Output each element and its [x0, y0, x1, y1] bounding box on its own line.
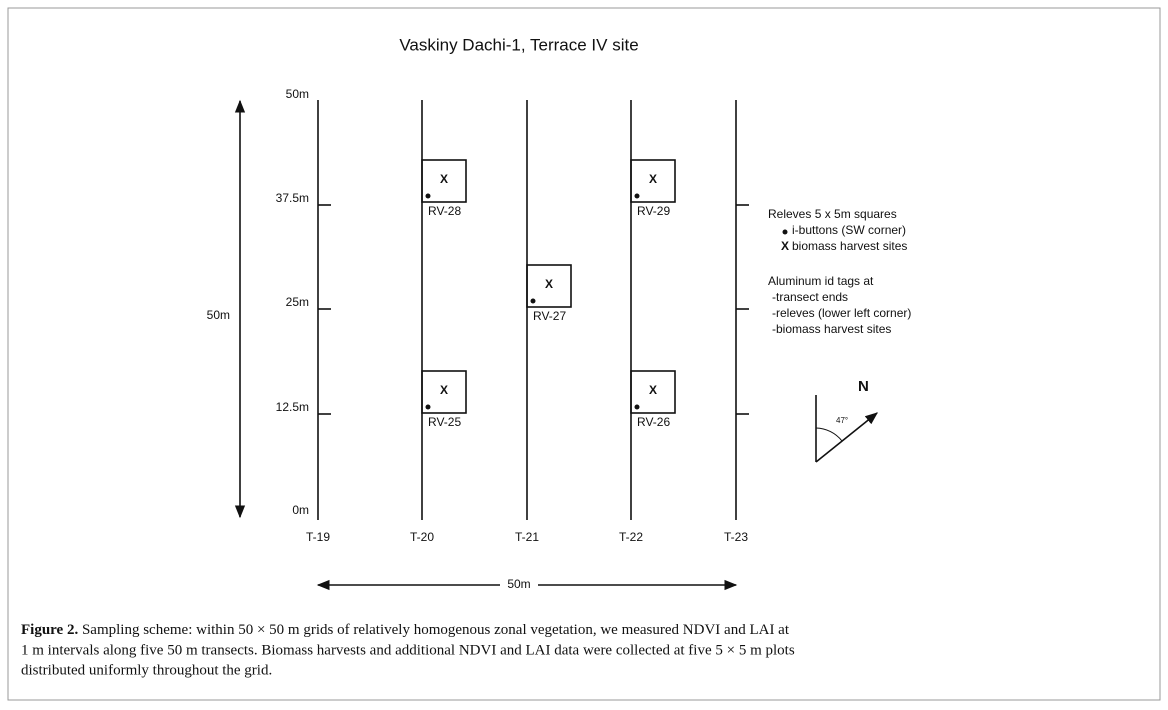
plot-square	[526, 264, 572, 308]
plot-square	[630, 159, 676, 203]
legend-dot	[782, 229, 788, 235]
plot-label: RV-27	[533, 309, 566, 323]
figure-title: Vaskiny Dachi-1, Terrace IV site	[399, 35, 638, 54]
caption-line: distributed uniformly throughout the gri…	[21, 662, 272, 678]
transect-label: T-23	[724, 530, 748, 544]
transect-label: T-21	[515, 530, 539, 544]
y-label: 12.5m	[276, 400, 309, 414]
i-button	[530, 298, 536, 304]
plot-mark: X	[545, 277, 553, 291]
plot-square	[421, 159, 467, 203]
north-label: N	[858, 378, 869, 395]
transect-label: T-20	[410, 530, 434, 544]
caption-line: Figure 2. Sampling scheme: within 50 × 5…	[21, 622, 790, 638]
plot-mark: X	[440, 172, 448, 186]
plot-mark: X	[649, 172, 657, 186]
caption-label: Figure 2.	[21, 622, 78, 638]
caption-line: 1 m intervals along five 50 m transects.…	[21, 642, 795, 658]
y-label: 37.5m	[276, 191, 309, 205]
frame	[7, 7, 1161, 701]
i-button	[425, 193, 431, 199]
plot-square	[421, 370, 467, 414]
transect-label: T-22	[619, 530, 643, 544]
legend-heading: Releves 5 x 5m squares	[768, 207, 897, 221]
legend-item: i-buttons (SW corner)	[792, 223, 906, 237]
plot-label: RV-29	[637, 204, 670, 218]
plot-mark: X	[440, 383, 448, 397]
angle-arc	[815, 427, 843, 442]
plot-label: RV-25	[428, 415, 461, 429]
i-button	[634, 404, 640, 410]
transect-label: T-19	[306, 530, 330, 544]
legend-item: -transect ends	[772, 290, 848, 304]
angle-label: 47°	[836, 416, 848, 425]
legend-item: biomass harvest sites	[792, 239, 907, 253]
i-button	[425, 404, 431, 410]
y-label: 0m	[292, 503, 309, 517]
plot-mark: X	[649, 383, 657, 397]
y-label: 25m	[286, 295, 309, 309]
legend-x: X	[781, 239, 789, 253]
plot-label: RV-28	[428, 204, 461, 218]
plot-square	[630, 370, 676, 414]
label-bg	[500, 576, 538, 594]
plot-label: RV-26	[637, 415, 670, 429]
y-label: 50m	[286, 87, 309, 101]
width-label: 50m	[507, 577, 530, 591]
label-bg	[200, 305, 236, 325]
legend-item: -biomass harvest sites	[772, 322, 891, 336]
legend-item: -releves (lower left corner)	[772, 306, 911, 320]
i-button	[634, 193, 640, 199]
caption-text: Sampling scheme: within 50 × 50 m grids …	[78, 622, 790, 638]
height-label: 50m	[207, 308, 230, 322]
legend-heading: Aluminum id tags at	[768, 274, 874, 288]
north-arrow	[815, 412, 878, 463]
